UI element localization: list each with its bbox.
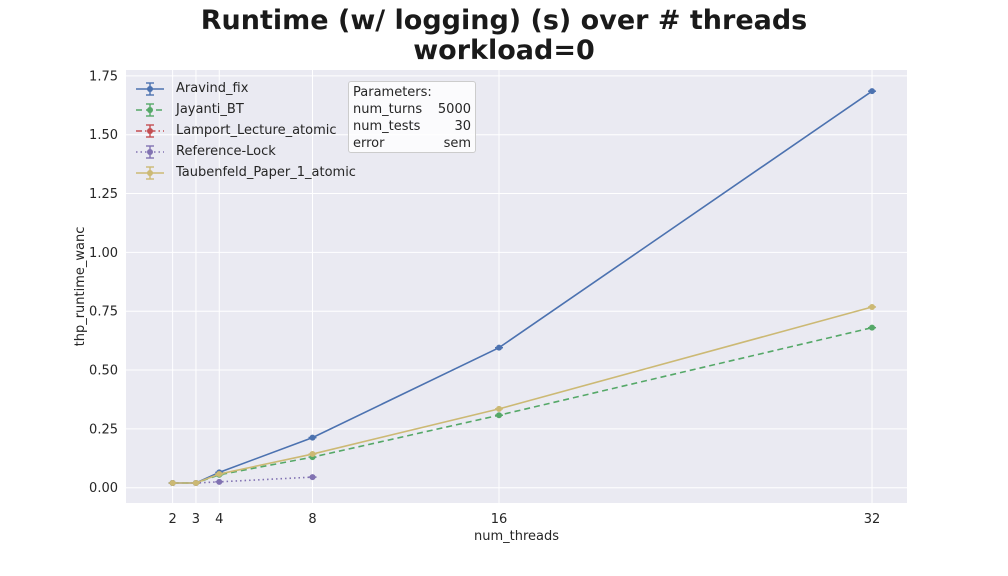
legend-swatch-icon	[136, 123, 164, 138]
chart-title: Runtime (w/ logging) (s) over # threads	[200, 5, 808, 36]
x-tick-label: 2	[168, 512, 176, 527]
parameter-key: num_turns	[353, 102, 423, 117]
parameter-key: error	[353, 136, 385, 151]
legend-label: Jayanti_BT	[176, 102, 244, 117]
x-tick-label: 4	[215, 512, 223, 527]
legend-item-lamport-lecture-atomic: Lamport_Lecture_atomic	[132, 120, 356, 141]
x-tick-label: 16	[491, 512, 508, 527]
data-point	[309, 474, 316, 481]
plot-background	[126, 70, 907, 503]
legend-marker	[147, 85, 153, 92]
x-axis-label: num_threads	[474, 529, 559, 544]
data-point	[869, 324, 876, 331]
parameters-heading: Parameters:	[353, 85, 432, 100]
y-tick-label: 1.25	[89, 187, 118, 202]
x-tick-label: 3	[192, 512, 200, 527]
parameter-row: num_turns 5000	[353, 101, 471, 118]
y-tick-label: 1.00	[89, 246, 118, 261]
data-point	[496, 405, 503, 412]
legend-item-jayanti-bt: Jayanti_BT	[132, 99, 356, 120]
data-point	[309, 451, 316, 458]
y-tick-label: 0.25	[89, 422, 118, 437]
y-tick-label: 0.50	[89, 364, 118, 379]
legend-marker	[147, 106, 153, 113]
parameter-key: num_tests	[353, 119, 421, 134]
legend-marker	[147, 148, 153, 155]
parameter-value: sem	[443, 136, 471, 151]
parameter-row: error sem	[353, 135, 471, 152]
legend: Aravind_fix Jayanti_BT Lamport_Lecture_a…	[132, 78, 356, 183]
chart-subtitle: workload=0	[413, 35, 595, 66]
data-point	[496, 412, 503, 419]
chart-title-block: Runtime (w/ logging) (s) over # threads …	[0, 6, 1008, 66]
x-tick-label: 8	[308, 512, 316, 527]
legend-marker	[147, 169, 153, 176]
data-point	[869, 88, 876, 95]
legend-marker	[147, 127, 153, 134]
legend-label: Taubenfeld_Paper_1_atomic	[176, 165, 356, 180]
legend-item-reference-lock: Reference-Lock	[132, 141, 356, 162]
parameters-box: Parameters: num_turns 5000 num_tests 30 …	[348, 81, 476, 153]
data-point	[309, 434, 316, 441]
data-point	[192, 479, 199, 486]
x-tick-label: 32	[864, 512, 881, 527]
y-tick-label: 1.75	[89, 69, 118, 84]
legend-label: Reference-Lock	[176, 144, 276, 159]
legend-item-taubenfeld-paper-1-atomic: Taubenfeld_Paper_1_atomic	[132, 162, 356, 183]
legend-label: Aravind_fix	[176, 81, 249, 96]
data-point	[496, 344, 503, 351]
parameter-value: 30	[454, 119, 471, 134]
legend-swatch-icon	[136, 144, 164, 159]
data-point	[869, 303, 876, 310]
y-tick-label: 1.50	[89, 128, 118, 143]
y-tick-label: 0.00	[89, 481, 118, 496]
legend-swatch-icon	[136, 81, 164, 96]
legend-swatch-icon	[136, 165, 164, 180]
data-point	[216, 478, 223, 485]
parameter-value: 5000	[437, 102, 471, 117]
series-line	[172, 326, 873, 484]
y-tick-label: 0.75	[89, 305, 118, 320]
legend-item-aravind-fix: Aravind_fix	[132, 78, 356, 99]
y-axis-label: thp_runtime_wanc	[73, 227, 88, 347]
data-point	[216, 471, 223, 478]
legend-label: Lamport_Lecture_atomic	[176, 123, 337, 138]
parameter-row: num_tests 30	[353, 118, 471, 135]
legend-swatch-icon	[136, 102, 164, 117]
data-point	[169, 479, 176, 486]
